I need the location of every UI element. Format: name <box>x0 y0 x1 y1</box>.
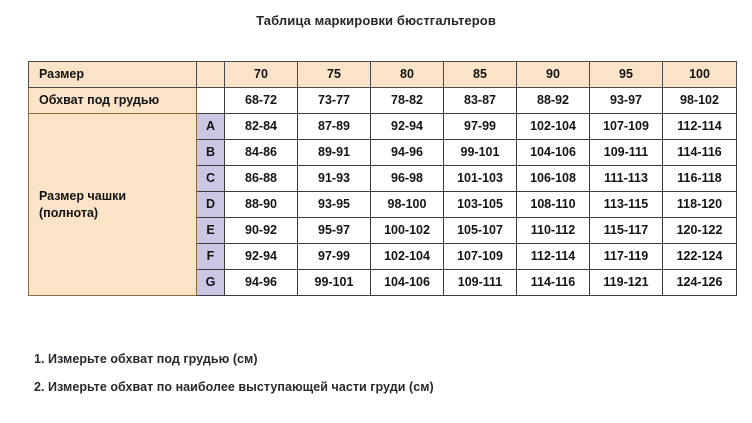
cup-value-cell: 84-86 <box>224 139 298 166</box>
cup-value-cell: 98-100 <box>370 191 444 218</box>
header-size-70: 70 <box>224 61 298 88</box>
cup-value-cell: 94-96 <box>224 269 298 296</box>
cup-row: B 84-86 89-91 94-96 99-101 104-106 109-111 114-… <box>29 139 737 166</box>
cup-value-cell: 111-113 <box>589 165 663 192</box>
header-size-90: 90 <box>516 61 590 88</box>
underbust-cup-column-spacer <box>196 87 225 114</box>
cup-letter-C: C <box>196 165 225 192</box>
underbust-value-cell: 73-77 <box>297 87 371 114</box>
cup-value-cell: 117-119 <box>589 243 663 270</box>
cup-value-cell: 107-109 <box>589 113 663 140</box>
cup-value-cell: 87-89 <box>297 113 371 140</box>
cup-value-cell: 119-121 <box>589 269 663 296</box>
header-size-label: Размер <box>28 61 197 88</box>
cup-value-cell: 97-99 <box>297 243 371 270</box>
page-title: Таблица маркировки бюстгальтеров <box>256 13 496 28</box>
header-size-80: 80 <box>370 61 444 88</box>
cup-row: F 92-94 97-99 102-104 107-109 112-114 117-119 1… <box>29 243 737 270</box>
header-cup-column-spacer <box>196 61 225 88</box>
cup-value-cell: 106-108 <box>516 165 590 192</box>
header-size-75: 75 <box>297 61 371 88</box>
cup-row: Размер чашки (полнота) A 82-84 87-89 92-94 97-… <box>28 113 737 296</box>
instruction-line-2: 2. Измерьте обхват по наиболее выступающ… <box>34 380 434 394</box>
cup-row: G 94-96 99-101 104-106 109-111 114-116 119-121… <box>29 269 737 296</box>
cup-value-cell: 86-88 <box>224 165 298 192</box>
cup-value-cell: 112-114 <box>516 243 590 270</box>
cup-value-cell: 105-107 <box>443 217 517 244</box>
underbust-value-cell: 83-87 <box>443 87 517 114</box>
underbust-value-cell: 98-102 <box>662 87 737 114</box>
cup-value-cell: 114-116 <box>516 269 590 296</box>
cup-value-cell: 118-120 <box>662 191 737 218</box>
instruction-line-1: 1. Измерьте обхват под грудью (см) <box>34 352 258 366</box>
bra-size-table: Размер 70 75 80 85 90 95 100 Обхват под грудью 68… <box>28 61 737 296</box>
cup-letter-A: A <box>196 113 225 140</box>
cup-value-cell: 97-99 <box>443 113 517 140</box>
cup-section-label-line-1: Размер чашки <box>39 188 127 203</box>
header-size-100: 100 <box>662 61 737 88</box>
cup-value-cell: 113-115 <box>589 191 663 218</box>
header-size-95: 95 <box>589 61 663 88</box>
cup-value-cell: 109-111 <box>589 139 663 166</box>
bra-size-table-container: Размер 70 75 80 85 90 95 100 Обхват под грудью 68… <box>28 61 737 296</box>
cup-value-cell: 104-106 <box>516 139 590 166</box>
cup-row: C 86-88 91-93 96-98 101-103 106-108 111-113 116… <box>29 165 737 192</box>
cup-value-cell: 109-111 <box>443 269 517 296</box>
cup-value-cell: 94-96 <box>370 139 444 166</box>
cup-value-cell: 100-102 <box>370 217 444 244</box>
cup-value-cell: 104-106 <box>370 269 444 296</box>
cup-value-cell: 101-103 <box>443 165 517 192</box>
cup-value-cell: 110-112 <box>516 217 590 244</box>
cup-value-cell: 92-94 <box>370 113 444 140</box>
cup-value-cell: 95-97 <box>297 217 371 244</box>
underbust-row-label: Обхват под грудью <box>28 87 197 114</box>
cup-row: E 90-92 95-97 100-102 105-107 110-112 115-117 1… <box>29 217 737 244</box>
cup-value-cell: 115-117 <box>589 217 663 244</box>
cup-letter-E: E <box>196 217 225 244</box>
cup-value-cell: 99-101 <box>297 269 371 296</box>
underbust-value-cell: 68-72 <box>224 87 298 114</box>
cup-value-cell: 124-126 <box>662 269 737 296</box>
cup-section-label: Размер чашки (полнота) <box>28 113 197 296</box>
cup-value-cell: 102-104 <box>370 243 444 270</box>
cup-value-cell: 93-95 <box>297 191 371 218</box>
underbust-value-cell: 78-82 <box>370 87 444 114</box>
cup-value-cell: 82-84 <box>224 113 298 140</box>
cup-value-cell: 90-92 <box>224 217 298 244</box>
cup-letter-B: B <box>196 139 225 166</box>
cup-value-cell: 120-122 <box>662 217 737 244</box>
underbust-row: Обхват под грудью 68-72 73-77 78-82 83-87 88-… <box>28 87 737 114</box>
cup-value-cell: 114-116 <box>662 139 737 166</box>
cup-value-cell: 122-124 <box>662 243 737 270</box>
header-size-85: 85 <box>443 61 517 88</box>
cup-value-cell: 102-104 <box>516 113 590 140</box>
cup-value-cell: 96-98 <box>370 165 444 192</box>
cup-value-cell: 112-114 <box>662 113 737 140</box>
cup-value-cell: 103-105 <box>443 191 517 218</box>
cup-value-cell: 89-91 <box>297 139 371 166</box>
table-header-row: Размер 70 75 80 85 90 95 100 <box>28 61 737 88</box>
underbust-value-cell: 93-97 <box>589 87 663 114</box>
cup-value-cell: 92-94 <box>224 243 298 270</box>
cup-value-cell: 107-109 <box>443 243 517 270</box>
cup-section-label-line-2: (полнота) <box>39 205 99 220</box>
cup-letter-G: G <box>196 269 225 296</box>
underbust-value-cell: 88-92 <box>516 87 590 114</box>
measurement-instructions: 1. Измерьте обхват под грудью (см) 2. Из… <box>34 352 734 408</box>
cup-value-cell: 108-110 <box>516 191 590 218</box>
cup-value-cell: 91-93 <box>297 165 371 192</box>
cup-letter-D: D <box>196 191 225 218</box>
cup-value-cell: 116-118 <box>662 165 737 192</box>
cup-value-cell: 99-101 <box>443 139 517 166</box>
cup-row: D 88-90 93-95 98-100 103-105 108-110 113-115 11… <box>29 191 737 218</box>
cup-letter-F: F <box>196 243 225 270</box>
cup-value-cell: 88-90 <box>224 191 298 218</box>
